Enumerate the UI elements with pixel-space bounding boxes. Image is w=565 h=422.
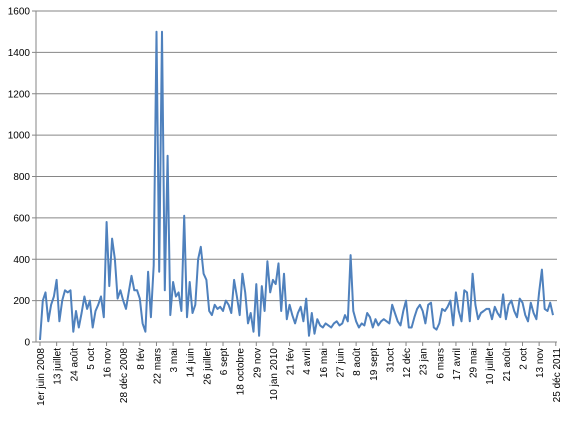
x-tick-label: 21 août xyxy=(502,348,513,382)
x-tick-label: 2 oct xyxy=(518,348,529,370)
x-tick-label: 12 déc xyxy=(402,348,413,378)
x-tick-label: 24 août xyxy=(69,348,80,382)
x-tick-label: 8 fév xyxy=(136,348,147,370)
x-tick-label: 26 juillet xyxy=(202,348,213,385)
y-tick-label: 0 xyxy=(24,338,30,349)
x-tick-label: 10 jan 2010 xyxy=(269,348,280,401)
x-tick-label: 27 juin xyxy=(335,348,346,377)
x-tick-label: 31oct xyxy=(385,348,396,373)
x-tick-label: 1er juin 2008 xyxy=(36,348,47,406)
y-axis: 0 200 400 600 800 1000 1200 1400 1600 xyxy=(8,7,37,349)
x-tick-label: 22 mars xyxy=(152,348,163,384)
y-tick-label: 1200 xyxy=(8,89,31,100)
x-tick-label: 29 mai xyxy=(469,348,480,378)
y-tick-label: 1600 xyxy=(8,7,31,18)
y-tick-label: 600 xyxy=(13,213,30,224)
x-tick-label: 4 avril xyxy=(302,348,313,375)
x-tick-label: 13 nov xyxy=(535,348,546,378)
x-tick-label: 21 fév xyxy=(286,348,297,375)
x-tick-label: 10 juillet xyxy=(485,348,496,385)
x-tick-label: 25 déc 2011 xyxy=(552,348,563,403)
x-tick-label: 6 sept xyxy=(219,348,230,375)
x-tick-label: 23 jan xyxy=(419,348,430,375)
x-tick-label: 17 avril xyxy=(452,348,463,380)
x-tick-label: 16 mai xyxy=(319,348,330,378)
x-tick-label: 16 nov xyxy=(103,348,114,378)
x-tick-label: 8 août xyxy=(352,348,363,376)
y-tick-label: 1000 xyxy=(8,131,31,142)
x-tick-label: 29 nov xyxy=(252,348,263,378)
x-tick-label: 28 déc 2008 xyxy=(119,348,130,403)
y-tick-label: 1400 xyxy=(8,48,31,59)
x-tick-label: 13 juillet xyxy=(53,348,64,385)
x-tick-label: 18 octobre xyxy=(236,348,247,396)
x-axis: 1er juin 2008 13 juillet 24 août 5 oct 16 no… xyxy=(36,342,563,406)
series-line xyxy=(39,30,554,340)
y-tick-label: 400 xyxy=(13,255,30,266)
x-tick-label: 3 mai xyxy=(169,348,180,372)
x-tick-label: 14 juin xyxy=(186,348,197,377)
y-tick-label: 800 xyxy=(13,172,30,183)
x-tick-label: 6 mars xyxy=(435,348,446,379)
x-tick-label: 5 oct xyxy=(86,348,97,370)
y-tick-label: 200 xyxy=(13,296,30,307)
x-tick-label: 19 sept xyxy=(369,348,380,381)
